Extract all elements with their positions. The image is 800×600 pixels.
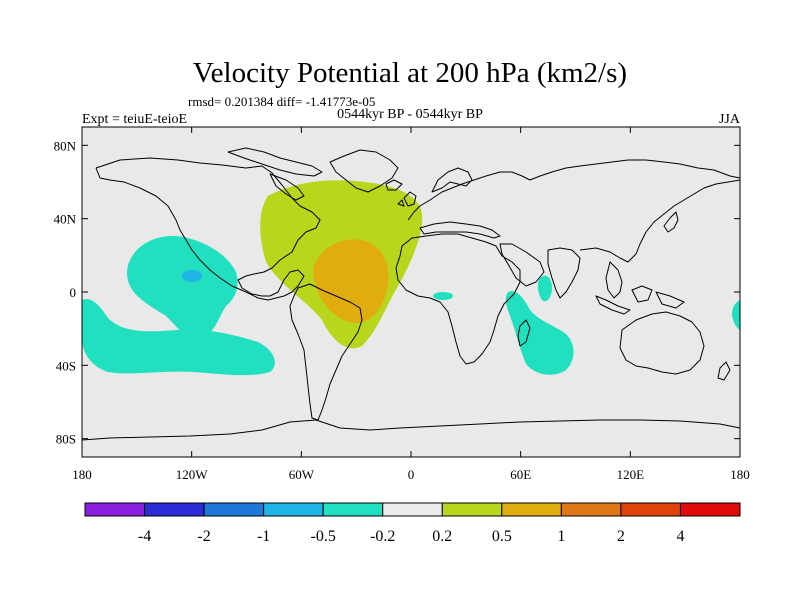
colorbar-box-4 xyxy=(322,502,384,517)
y-tick-label-4: 80S xyxy=(56,432,76,447)
positive-anomaly-atlantic-inner xyxy=(313,239,389,323)
y-tick-label-0: 80N xyxy=(54,138,77,153)
colorbar-label-0: -4 xyxy=(138,528,151,545)
coast-north-america xyxy=(95,157,321,301)
colorbar-label-1: -2 xyxy=(197,528,210,545)
coast-india xyxy=(547,247,581,299)
colorbar-box-1 xyxy=(144,502,205,517)
negative-anomaly-east-pacific xyxy=(127,236,238,339)
x-tick-label-1: 120W xyxy=(176,467,209,482)
center-label: 0544kyr BP - 0544kyr BP xyxy=(337,107,483,122)
colorbar: -4 -2 -1 -0.5 -0.2 0.2 0.5 1 2 4 xyxy=(84,502,741,545)
colorbar-box-9 xyxy=(620,502,681,517)
colorbar-label-4: -0.2 xyxy=(370,528,395,545)
colorbar-label-6: 0.5 xyxy=(492,528,512,545)
coast-scandinavia xyxy=(431,167,473,193)
chart-title: Velocity Potential at 200 hPa (km2/s) xyxy=(193,57,627,89)
left-label: Expt = teiuE-teioE xyxy=(82,112,187,127)
y-tick-label-2: 0 xyxy=(70,285,77,300)
colorbar-box-8 xyxy=(560,502,622,517)
coast-iceland xyxy=(385,179,403,191)
coast-madagascar xyxy=(517,319,531,347)
colorbar-label-9: 4 xyxy=(676,528,684,545)
coast-southeast-asia xyxy=(595,261,685,315)
negative-anomaly-west-africa-small xyxy=(433,292,453,300)
contour-fills xyxy=(82,180,740,376)
colorbar-label-8: 2 xyxy=(617,528,625,545)
colorbar-label-5: 0.2 xyxy=(432,528,452,545)
x-tick-label-2: 60W xyxy=(289,467,315,482)
coast-africa xyxy=(395,233,521,365)
x-tick-label-5: 120E xyxy=(617,467,645,482)
coast-greenland xyxy=(329,149,399,193)
right-label: JJA xyxy=(719,112,741,127)
x-tick-label-3: 0 xyxy=(408,467,415,482)
coast-british-isles xyxy=(397,191,417,207)
coast-japan xyxy=(663,211,679,233)
colorbar-label-2: -1 xyxy=(257,528,270,545)
negative-anomaly-south-pacific xyxy=(82,299,275,376)
colorbar-box-0 xyxy=(84,502,146,517)
coast-europe xyxy=(407,159,740,221)
coast-antarctica xyxy=(82,419,740,441)
stats-line: rmsd= 0.201384 diff= -1.41773e-05 xyxy=(188,94,375,109)
y-tick-label-1: 40N xyxy=(54,212,77,227)
coast-east-asia xyxy=(579,179,740,263)
coast-canadian-arctic xyxy=(227,147,323,201)
coast-australia xyxy=(619,311,705,375)
colorbar-box-3 xyxy=(263,502,324,517)
colorbar-box-7 xyxy=(501,502,562,517)
negative-anomaly-west-pacific-edge xyxy=(732,300,740,330)
negative-anomaly-indian-ocean xyxy=(505,291,574,375)
x-tick-label-4: 60E xyxy=(510,467,531,482)
coast-south-america xyxy=(289,283,363,421)
colorbar-box-5 xyxy=(382,502,443,517)
y-tick-label-3: 40S xyxy=(56,358,76,373)
x-tick-label-6: 180 xyxy=(730,467,750,482)
colorbar-label-3: -0.5 xyxy=(311,528,336,545)
negative-anomaly-arabian-sea xyxy=(537,275,552,302)
x-tick-label-0: 180 xyxy=(72,467,92,482)
coast-arabia xyxy=(499,243,545,287)
colorbar-box-10 xyxy=(679,502,741,517)
coast-mediterranean xyxy=(419,221,501,239)
axis-layer: 180 120W 60W 0 60E 120E 180 80N 40N 0 40S 80S xyxy=(54,127,750,482)
colorbar-box-2 xyxy=(203,502,265,517)
coast-new-zealand xyxy=(717,361,731,381)
negative-anomaly-east-pacific-core xyxy=(182,270,202,282)
colorbar-label-7: 1 xyxy=(557,528,565,545)
colorbar-box-6 xyxy=(441,502,503,517)
coastlines xyxy=(82,147,740,441)
